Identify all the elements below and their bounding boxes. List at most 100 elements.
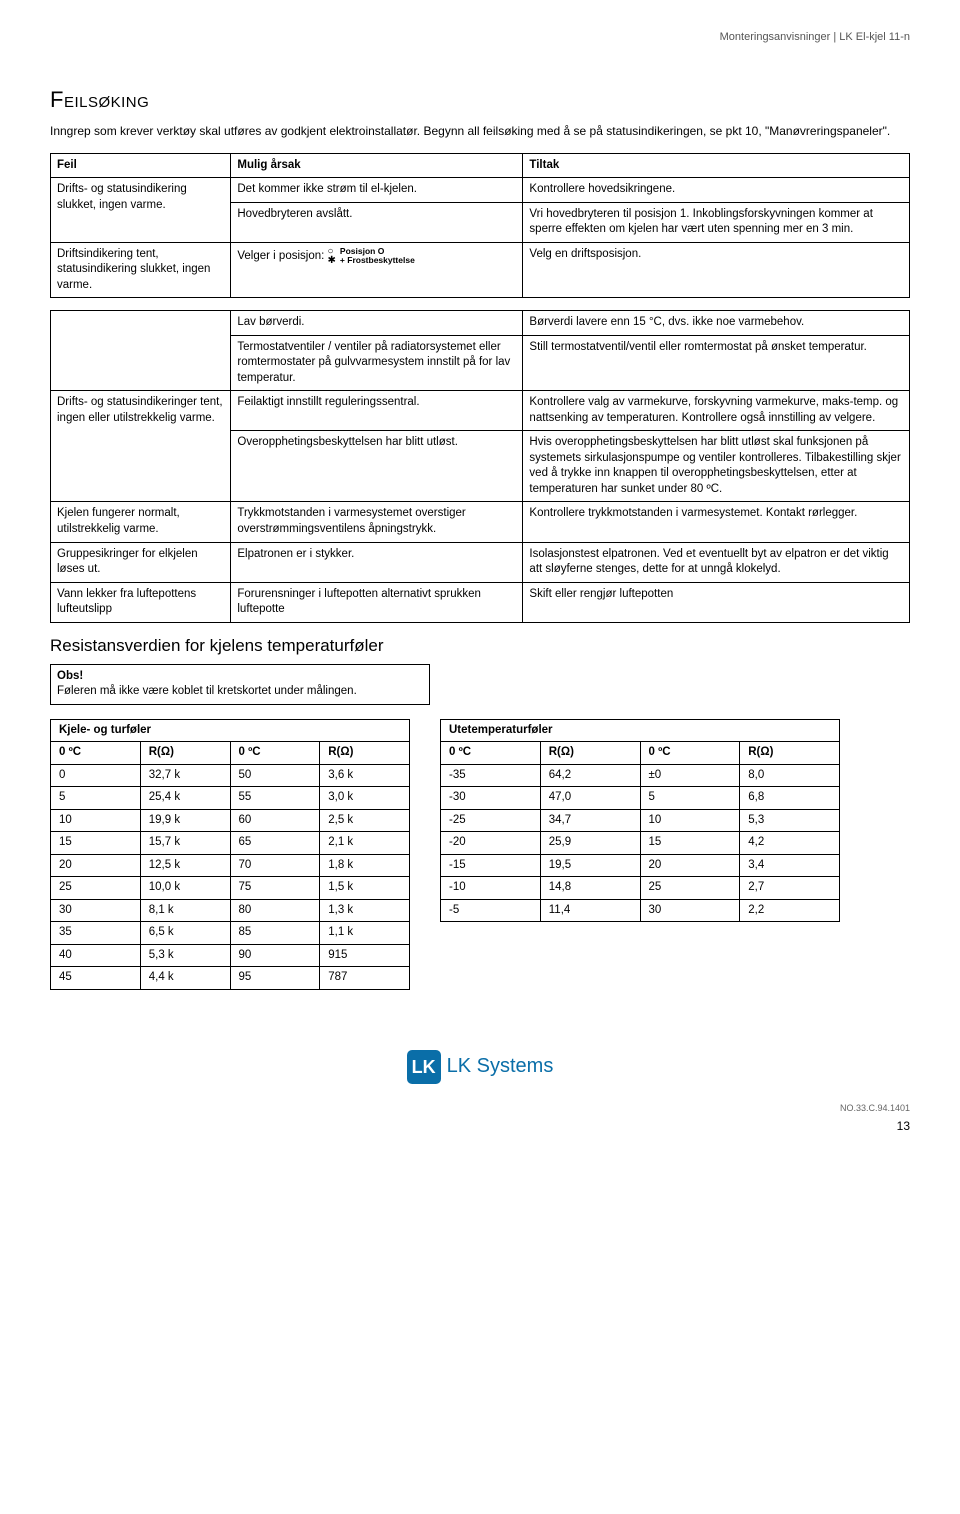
cell: 2,7 bbox=[740, 877, 840, 900]
cell: 70 bbox=[230, 854, 320, 877]
cell: 19,5 bbox=[540, 854, 640, 877]
cell-feil: Driftsindikering tent, statusindikering … bbox=[51, 242, 231, 298]
cell: 30 bbox=[640, 899, 740, 922]
cell-arsak: Elpatronen er i stykker. bbox=[231, 542, 523, 582]
page-number: 13 bbox=[50, 1118, 910, 1134]
table-row: Drifts- og statusindikering slukket, ing… bbox=[51, 178, 910, 203]
position-indicator: ○✱ Posisjon O + Frostbeskyttelse bbox=[328, 247, 415, 265]
cell: 8,0 bbox=[740, 764, 840, 787]
th-tiltak: Tiltak bbox=[523, 153, 910, 178]
cell: 1,8 k bbox=[320, 854, 410, 877]
cell: -15 bbox=[441, 854, 541, 877]
table-row: Drifts- og statusindikeringer tent, inge… bbox=[51, 391, 910, 431]
table-row: 1515,7 k652,1 k bbox=[51, 832, 410, 855]
table-row: 308,1 k801,3 k bbox=[51, 899, 410, 922]
table-row: 1019,9 k602,5 k bbox=[51, 809, 410, 832]
footer: LK LK Systems bbox=[50, 1050, 910, 1084]
cell: 75 bbox=[230, 877, 320, 900]
cell: 15 bbox=[51, 832, 141, 855]
resistance-table-right: Utetemperaturføler 0 ºCR(Ω)0 ºCR(Ω) -356… bbox=[440, 719, 840, 923]
cell-tiltak: Kontrollere trykkmotstanden i varmesyste… bbox=[523, 502, 910, 542]
cell-tiltak: Still termostatventil/ventil eller romte… bbox=[523, 335, 910, 391]
cell-arsak: Termostatventiler / ventiler på radiator… bbox=[231, 335, 523, 391]
cell-tiltak: Kontrollere valg av varmekurve, forskyvn… bbox=[523, 391, 910, 431]
troubleshooting-intro: Inngrep som krever verktøy skal utføres … bbox=[50, 123, 910, 139]
obs-text: Føleren må ikke være koblet til kretskor… bbox=[57, 685, 357, 697]
cell: 8,1 k bbox=[140, 899, 230, 922]
cell: 2,5 k bbox=[320, 809, 410, 832]
cell: 47,0 bbox=[540, 787, 640, 810]
position-icons: ○✱ bbox=[328, 247, 336, 265]
cell: 45 bbox=[51, 967, 141, 990]
cell: 25,9 bbox=[540, 832, 640, 855]
cell: -30 bbox=[441, 787, 541, 810]
cell: 15 bbox=[640, 832, 740, 855]
cell-arsak: Feilaktigt innstillt reguleringssentral. bbox=[231, 391, 523, 431]
cell: 915 bbox=[320, 944, 410, 967]
cell-arsak: Forurensninger i luftepotten alternativt… bbox=[231, 582, 523, 622]
cell: 3,4 bbox=[740, 854, 840, 877]
cell: 20 bbox=[51, 854, 141, 877]
cell: 6,5 k bbox=[140, 922, 230, 945]
cell: 25 bbox=[51, 877, 141, 900]
cell: 1,5 k bbox=[320, 877, 410, 900]
position-text: Posisjon O + Frostbeskyttelse bbox=[340, 247, 415, 265]
table-row: -511,4302,2 bbox=[441, 899, 840, 922]
table-row: -3564,2±08,0 bbox=[441, 764, 840, 787]
velger-label: Velger i posisjon: bbox=[237, 250, 324, 262]
table-row: -2025,9154,2 bbox=[441, 832, 840, 855]
cell: 25,4 k bbox=[140, 787, 230, 810]
table-row: 356,5 k851,1 k bbox=[51, 922, 410, 945]
cell: 3,0 k bbox=[320, 787, 410, 810]
cell-feil: Drifts- og statusindikeringer tent, inge… bbox=[51, 391, 231, 502]
cell: 20 bbox=[640, 854, 740, 877]
table-row: Kjelen fungerer normalt, utilstrekkelig … bbox=[51, 502, 910, 542]
cell: 15,7 k bbox=[140, 832, 230, 855]
troubleshooting-table-2: Lav børverdi.Børverdi lavere enn 15 °C, … bbox=[50, 310, 910, 622]
obs-box: Obs! Føleren må ikke være koblet til kre… bbox=[50, 664, 430, 705]
cell-tiltak: Hvis overopphetingsbeskyttelsen har blit… bbox=[523, 431, 910, 502]
cell: -20 bbox=[441, 832, 541, 855]
cell: 30 bbox=[51, 899, 141, 922]
logo: LK LK Systems bbox=[407, 1050, 554, 1084]
table-row: -1014,8252,7 bbox=[441, 877, 840, 900]
cell: 90 bbox=[230, 944, 320, 967]
cell: -10 bbox=[441, 877, 541, 900]
cell-arsak: Lav børverdi. bbox=[231, 311, 523, 336]
cell: 11,4 bbox=[540, 899, 640, 922]
cell: 12,5 k bbox=[140, 854, 230, 877]
cell: 10,0 k bbox=[140, 877, 230, 900]
cell: 14,8 bbox=[540, 877, 640, 900]
th: R(Ω) bbox=[740, 742, 840, 765]
cell: 25 bbox=[640, 877, 740, 900]
cell: 10 bbox=[51, 809, 141, 832]
troubleshooting-table-1: Feil Mulig årsak Tiltak Drifts- og statu… bbox=[50, 153, 910, 299]
cell: 0 bbox=[51, 764, 141, 787]
table-row: Vann lekker fra luftepottens lufteutslip… bbox=[51, 582, 910, 622]
cell: 32,7 k bbox=[140, 764, 230, 787]
cell: 2,1 k bbox=[320, 832, 410, 855]
cell-arsak: Hovedbryteren avslått. bbox=[231, 202, 523, 242]
document-code: NO.33.C.94.1401 bbox=[50, 1102, 910, 1114]
cell: 5,3 k bbox=[140, 944, 230, 967]
logo-text: LK Systems bbox=[447, 1053, 554, 1080]
cell: 55 bbox=[230, 787, 320, 810]
cell-tiltak: Skift eller rengjør luftepotten bbox=[523, 582, 910, 622]
cell: 5,3 bbox=[740, 809, 840, 832]
th: 0 ºC bbox=[51, 742, 141, 765]
table-title: Kjele- og turføler bbox=[51, 719, 410, 742]
cell: 6,8 bbox=[740, 787, 840, 810]
cell: 40 bbox=[51, 944, 141, 967]
cell-tiltak: Kontrollere hovedsikringene. bbox=[523, 178, 910, 203]
cell-feil: Gruppesikringer for elkjelen løses ut. bbox=[51, 542, 231, 582]
table-row: Lav børverdi.Børverdi lavere enn 15 °C, … bbox=[51, 311, 910, 336]
cell-tiltak: Isolasjonstest elpatronen. Ved et eventu… bbox=[523, 542, 910, 582]
cell: -5 bbox=[441, 899, 541, 922]
pos-line2: + Frostbeskyttelse bbox=[340, 255, 415, 265]
cell: 95 bbox=[230, 967, 320, 990]
cell: -35 bbox=[441, 764, 541, 787]
th: R(Ω) bbox=[320, 742, 410, 765]
table-row: 2012,5 k701,8 k bbox=[51, 854, 410, 877]
cell-feil-empty bbox=[51, 311, 231, 391]
cell-arsak: Overopphetingsbeskyttelsen har blitt utl… bbox=[231, 431, 523, 502]
